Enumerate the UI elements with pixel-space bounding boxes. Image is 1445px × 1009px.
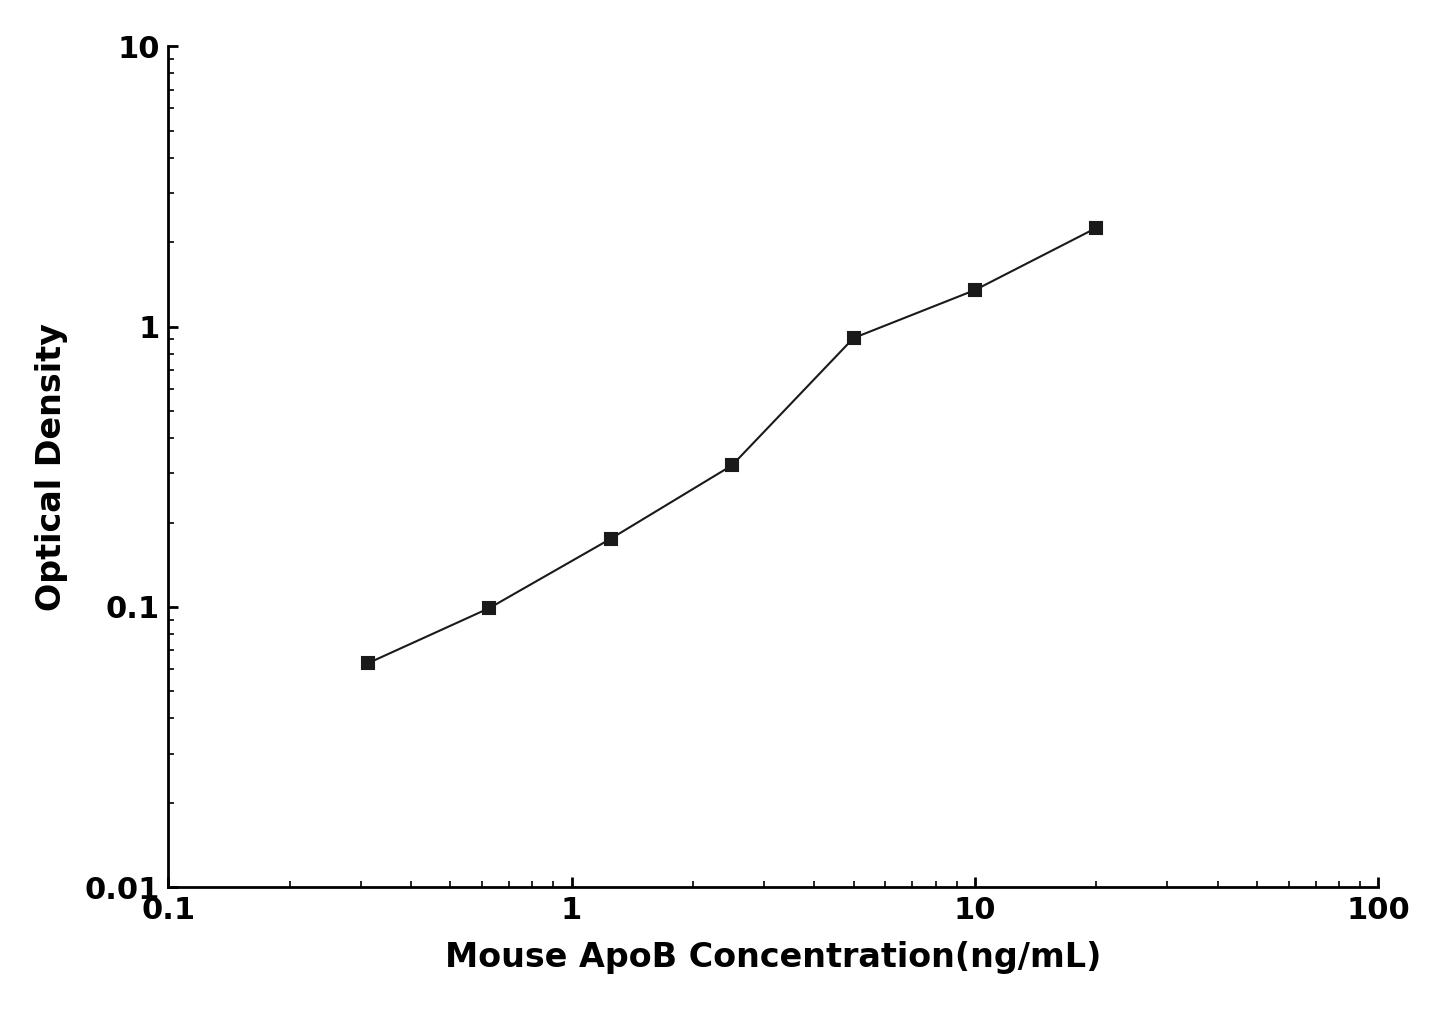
Y-axis label: Optical Density: Optical Density [35, 323, 68, 610]
X-axis label: Mouse ApoB Concentration(ng/mL): Mouse ApoB Concentration(ng/mL) [445, 941, 1101, 975]
